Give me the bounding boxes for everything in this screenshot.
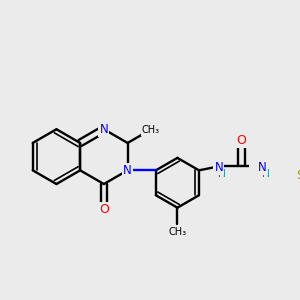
Text: CH₃: CH₃ <box>168 227 187 237</box>
Text: N: N <box>214 160 223 173</box>
Text: N: N <box>100 123 108 136</box>
Text: O: O <box>99 203 109 216</box>
Text: N: N <box>123 164 132 177</box>
Text: CH₃: CH₃ <box>142 125 160 135</box>
Text: S: S <box>296 169 300 182</box>
Text: H: H <box>218 169 226 179</box>
Text: H: H <box>262 169 269 179</box>
Text: O: O <box>236 134 246 147</box>
Text: N: N <box>258 160 266 173</box>
